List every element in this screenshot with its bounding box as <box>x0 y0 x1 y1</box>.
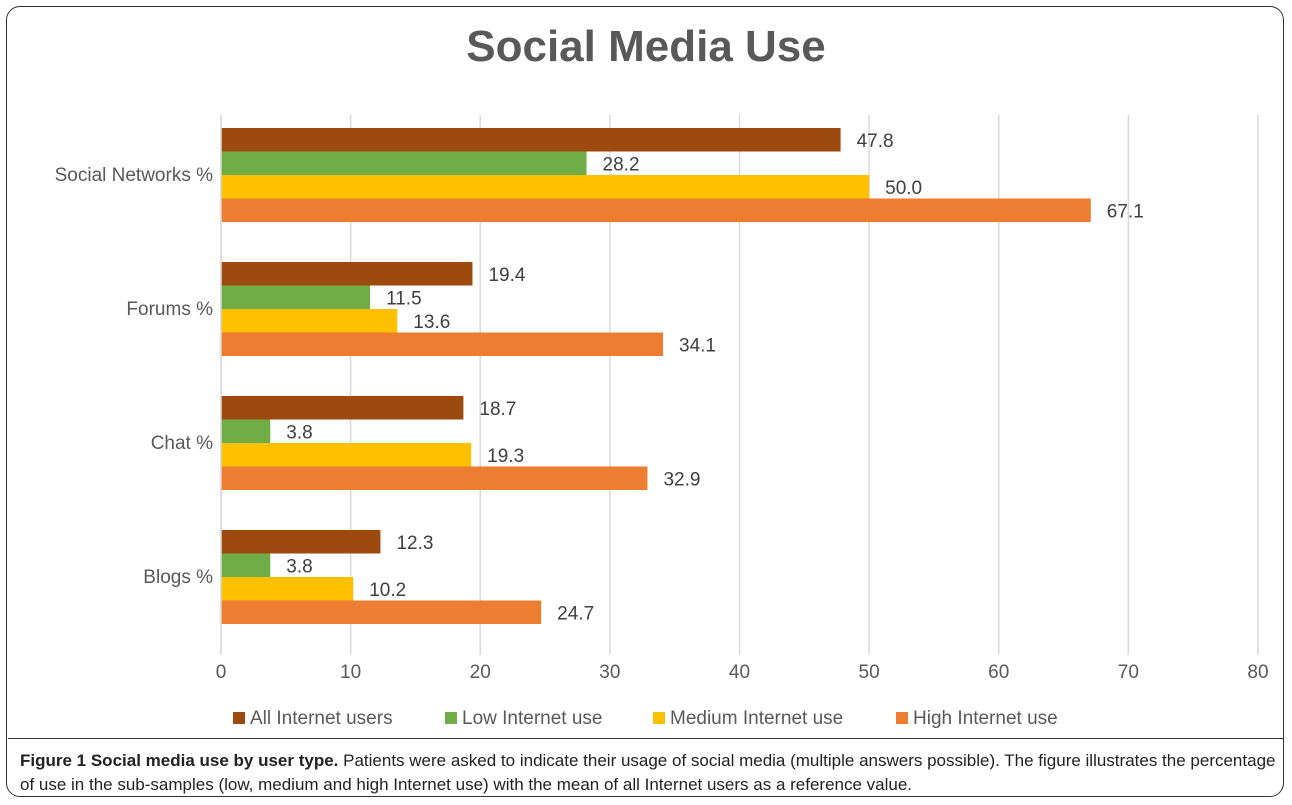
bar <box>221 600 542 624</box>
legend-swatch <box>233 712 245 724</box>
bar <box>221 577 354 601</box>
x-tick-label: 60 <box>988 662 1009 683</box>
bar <box>221 198 1091 222</box>
data-label: 3.8 <box>286 556 312 577</box>
figure-caption: Figure 1 Social media use by user type. … <box>20 749 1276 797</box>
bar <box>221 466 648 490</box>
category-label: Social Networks % <box>55 165 213 186</box>
bar <box>221 175 870 199</box>
bar <box>221 151 587 175</box>
chart-title: Social Media Use <box>466 22 826 71</box>
bar <box>221 128 841 152</box>
data-label: 18.7 <box>479 399 516 420</box>
x-tick-label: 10 <box>340 662 361 683</box>
caption-text: Patients were asked to indicate their us… <box>20 751 1276 794</box>
category-label: Forums % <box>126 299 213 320</box>
x-tick-label: 0 <box>216 662 227 683</box>
bar <box>221 285 371 309</box>
x-tick-label: 50 <box>859 662 880 683</box>
bar <box>221 396 464 420</box>
data-label: 13.6 <box>413 312 450 333</box>
legend-label: Medium Internet use <box>670 708 843 729</box>
bar <box>221 262 473 286</box>
data-label: 34.1 <box>679 335 716 356</box>
legend-label: High Internet use <box>913 708 1058 729</box>
data-label: 3.8 <box>286 422 312 443</box>
legend-label: Low Internet use <box>462 708 602 729</box>
data-label: 47.8 <box>857 131 894 152</box>
data-label: 32.9 <box>663 469 700 490</box>
bar <box>221 332 664 356</box>
data-label: 24.7 <box>557 603 594 624</box>
data-label: 28.2 <box>603 154 640 175</box>
bar <box>221 309 398 333</box>
caption-label: Figure 1 Social media use by user type. <box>20 751 339 770</box>
bar <box>221 443 472 467</box>
x-tick-label: 30 <box>599 662 620 683</box>
data-label: 67.1 <box>1107 201 1144 222</box>
data-label: 12.3 <box>396 533 433 554</box>
caption-divider <box>8 738 1284 739</box>
data-label: 10.2 <box>369 580 406 601</box>
category-label: Chat % <box>151 433 213 454</box>
x-tick-label: 70 <box>1118 662 1139 683</box>
bar <box>221 419 271 443</box>
legend-swatch <box>653 712 665 724</box>
data-label: 50.0 <box>885 178 922 199</box>
data-label: 11.5 <box>386 288 422 309</box>
data-label: 19.3 <box>487 446 524 467</box>
bar-chart: 0 10 20 30 40 50 60 70 80 Social Networks % 47.8 28… <box>55 115 1269 729</box>
category-label: Blogs % <box>143 567 213 588</box>
x-tick-label: 80 <box>1247 662 1268 683</box>
bar <box>221 530 381 554</box>
x-tick-label: 20 <box>470 662 491 683</box>
x-tick-label: 40 <box>729 662 750 683</box>
legend-label: All Internet users <box>250 708 393 729</box>
bar <box>221 553 271 577</box>
legend-swatch <box>445 712 457 724</box>
data-label: 19.4 <box>488 265 525 286</box>
legend-swatch <box>896 712 908 724</box>
